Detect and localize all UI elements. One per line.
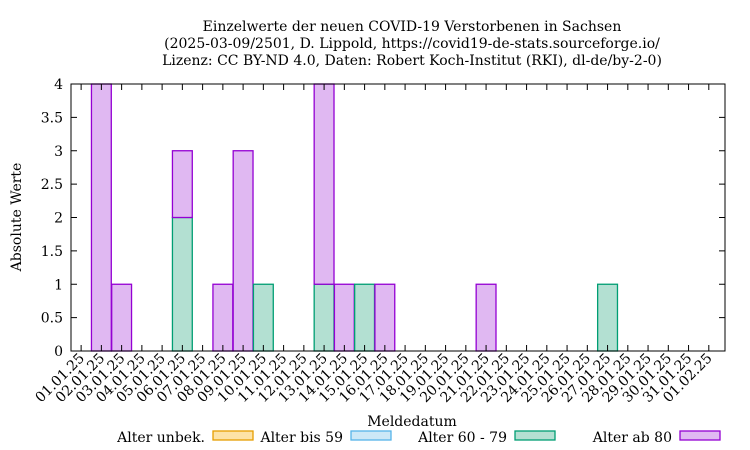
- chart-title-line-1: Einzelwerte der neuen COVID-19 Verstorbe…: [203, 19, 622, 35]
- chart-title: Einzelwerte der neuen COVID-19 Verstorbe…: [162, 19, 662, 69]
- bar-segment: [313, 283, 335, 352]
- bar-segment: [232, 150, 254, 352]
- y-tick-label: 3: [54, 144, 63, 160]
- legend-swatch: [350, 430, 392, 441]
- y-tick-label: 3.5: [41, 110, 63, 126]
- chart-title-line-3: Lizenz: CC BY-ND 4.0, Daten: Robert Koch…: [162, 53, 662, 69]
- legend-label: Alter bis 59: [259, 430, 343, 446]
- bar-segment: [212, 283, 234, 352]
- legend-label: Alter 60 - 79: [417, 430, 507, 446]
- legend-swatch: [212, 430, 254, 441]
- bars: [90, 83, 619, 352]
- legend-swatch: [679, 430, 721, 441]
- legend-label: Alter unbek.: [116, 430, 205, 446]
- bar-segment: [252, 283, 274, 352]
- y-tick-label: 0: [54, 344, 63, 360]
- y-tick-label: 2.5: [41, 177, 63, 193]
- chart-title-line-2: (2025-03-09/2501, D. Lippold, https://co…: [164, 36, 660, 52]
- y-tick-label: 1.5: [41, 244, 63, 260]
- legend: Alter unbek. Alter bis 59 Alter 60 - 79 Alt…: [116, 430, 721, 446]
- bar-segment: [596, 283, 619, 352]
- legend-label: Alter ab 80: [592, 430, 672, 446]
- x-axis: 01.01.2502.01.2503.01.2504.01.2505.01.25…: [33, 84, 716, 406]
- bar-segment: [374, 283, 396, 352]
- bar-segment: [354, 283, 376, 352]
- legend-swatch: [514, 430, 556, 441]
- y-axis: 0 0.5 1 1.5 2 2.5 3 3.5 4: [41, 77, 725, 360]
- y-tick-label: 0.5: [41, 311, 63, 327]
- x-axis-label: Meldedatum: [367, 414, 457, 430]
- plot-frame: [70, 83, 726, 352]
- y-tick-label: 2: [54, 211, 63, 227]
- y-tick-label: 1: [54, 277, 63, 293]
- bar-segment: [333, 283, 355, 352]
- y-tick-label: 4: [54, 77, 63, 93]
- y-axis-label: Absolute Werte: [9, 163, 25, 273]
- bar-segment: [475, 283, 497, 352]
- bar-segment: [90, 83, 112, 352]
- bar-segment: [111, 283, 133, 352]
- bar-segment: [171, 150, 193, 219]
- bar-segment: [313, 83, 335, 285]
- bar-segment: [171, 216, 193, 352]
